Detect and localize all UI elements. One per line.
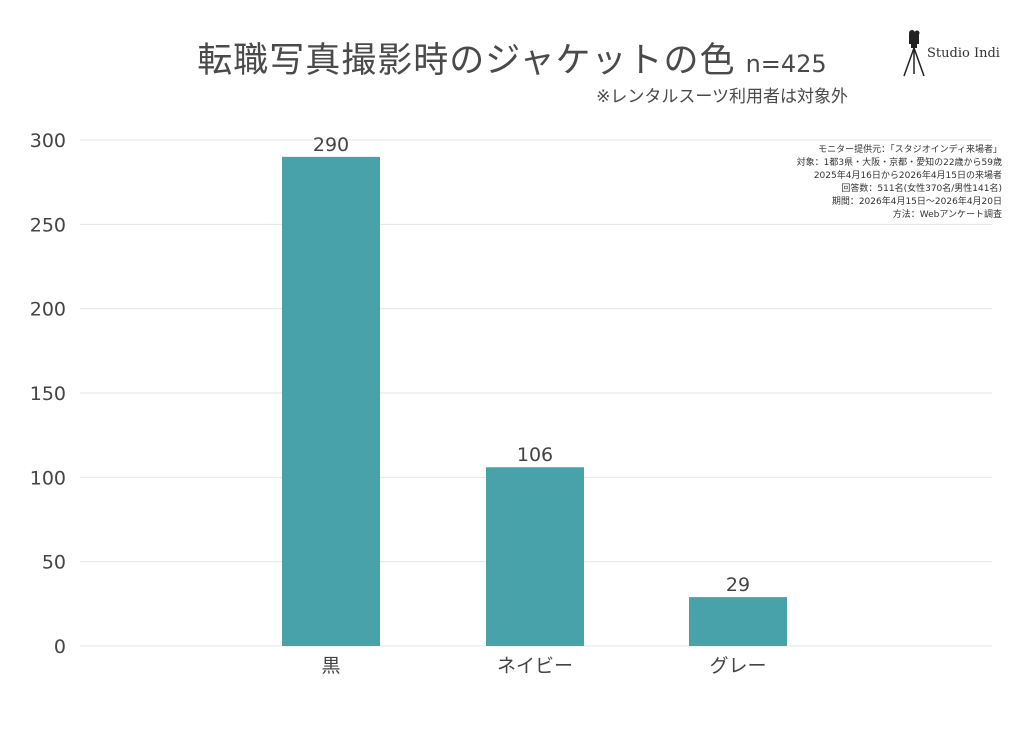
- note-line: 回答数：511名(女性370名/男性141名): [841, 184, 1002, 194]
- chart-subtitle: ※レンタルスーツ利用者は対象外: [596, 87, 848, 107]
- bar-value-label: 290: [313, 134, 349, 156]
- brand-logo: Studio Indi: [900, 30, 1010, 78]
- note-line: 期間：2026年4月15日〜2026年4月20日: [831, 197, 1002, 207]
- chart-title-text: 転職写真撮影時のジャケットの色: [197, 41, 736, 81]
- bar: [689, 597, 787, 646]
- x-tick-label: グレー: [709, 655, 766, 677]
- y-tick-label: 200: [30, 299, 66, 321]
- y-tick-label: 100: [30, 467, 66, 489]
- sample-size: n=425: [745, 50, 827, 78]
- y-tick-label: 0: [54, 636, 66, 658]
- y-tick-label: 50: [42, 552, 66, 574]
- note-line: 2025年4月16日から2026年4月15日の来場者: [813, 171, 1002, 181]
- survey-notes: モニター提供元：「スタジオインディ来場者」 対象：1都3県・大阪・京都・愛知の2…: [797, 144, 1002, 222]
- x-tick-label: 黒: [321, 655, 340, 677]
- y-tick-label: 300: [30, 130, 66, 152]
- camera-tripod-icon: [903, 30, 925, 77]
- brand-logo-text: Studio Indi: [927, 46, 1000, 61]
- chart-title: 転職写真撮影時のジャケットの色 n=425: [0, 32, 1024, 83]
- note-line: 方法：Webアンケート調査: [892, 210, 1002, 220]
- bar: [486, 467, 584, 646]
- y-tick-label: 150: [30, 383, 66, 405]
- x-tick-label: ネイビー: [497, 655, 573, 677]
- bar-value-label: 29: [726, 574, 750, 596]
- y-tick-label: 250: [30, 214, 66, 236]
- note-line: 対象：1都3県・大阪・京都・愛知の22歳から59歳: [796, 158, 1002, 168]
- bar: [282, 156, 380, 646]
- note-line: モニター提供元：「スタジオインディ来場者」: [818, 145, 1002, 155]
- bar-value-label: 106: [517, 444, 553, 466]
